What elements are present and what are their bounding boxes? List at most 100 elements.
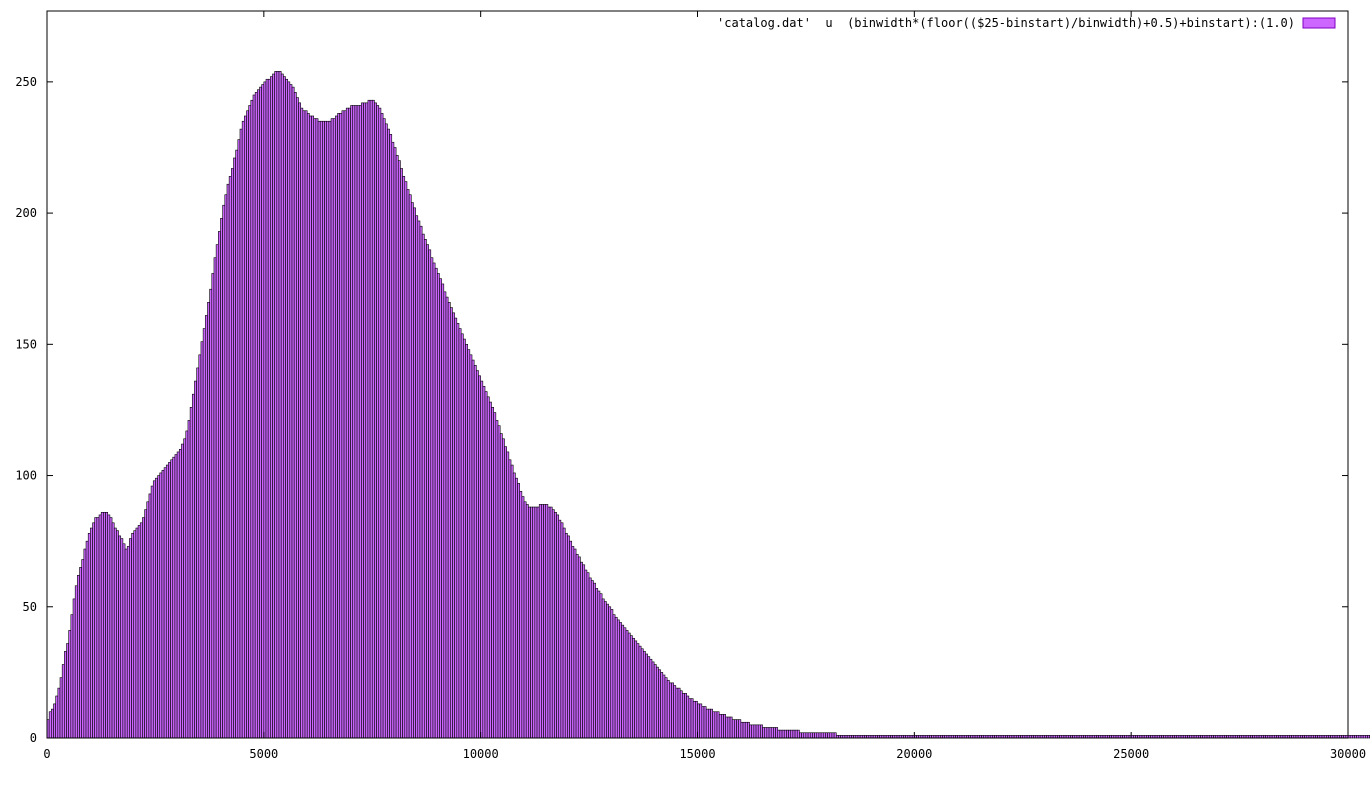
histogram-bar	[508, 459, 512, 739]
histogram-bar	[807, 732, 811, 739]
histogram-bar	[731, 719, 735, 739]
legend-label: 'catalog.dat' u (binwidth*(floor(($25-bi…	[717, 16, 1295, 30]
histogram-bar	[517, 483, 521, 739]
histogram-bar	[766, 727, 770, 739]
histogram-bar	[324, 120, 328, 739]
histogram-bar	[415, 215, 419, 739]
histogram-bar	[469, 354, 473, 739]
histogram-bar	[558, 519, 562, 739]
histogram-bar	[688, 698, 692, 739]
histogram-bar	[588, 577, 592, 739]
histogram-bar	[666, 679, 670, 739]
histogram-bar	[126, 546, 130, 739]
histogram-bar	[619, 622, 622, 739]
histogram-bar	[773, 727, 776, 739]
histogram-bar	[345, 107, 349, 739]
histogram-bar	[293, 92, 297, 739]
histogram-bar	[322, 120, 325, 739]
histogram-bar	[476, 370, 479, 739]
histogram-bar	[760, 724, 763, 739]
histogram-bar	[482, 386, 486, 739]
histogram-bar	[454, 317, 458, 739]
histogram-bar	[545, 504, 549, 739]
histogram-bar	[822, 732, 826, 739]
histogram-bar	[753, 724, 757, 739]
histogram-bar	[530, 506, 534, 739]
histogram-bar	[701, 706, 705, 739]
histogram-bar	[814, 732, 818, 739]
histogram-bar	[369, 99, 373, 739]
histogram-bar	[818, 732, 822, 739]
histogram-bar	[480, 380, 484, 739]
legend: 'catalog.dat' u (binwidth*(floor(($25-bi…	[717, 16, 1336, 30]
x-tick-label: 10000	[463, 747, 499, 761]
histogram-bar	[187, 420, 191, 739]
histogram-bar	[536, 506, 540, 739]
histogram-bar	[528, 506, 531, 739]
histogram-bar	[430, 257, 434, 739]
histogram-bar	[820, 732, 824, 739]
x-tick-label: 0	[43, 747, 50, 761]
histogram-bar	[450, 307, 453, 739]
histogram-bar	[248, 105, 252, 739]
histogram-bar	[595, 588, 599, 739]
histogram-bar	[627, 632, 631, 739]
histogram-bar	[85, 540, 89, 739]
histogram-bar	[1354, 735, 1357, 739]
histogram-bar	[569, 540, 573, 739]
histogram-bar	[1367, 735, 1370, 739]
histogram-bar	[467, 349, 471, 739]
histogram-bar	[196, 367, 200, 739]
histogram-bar	[341, 110, 345, 739]
histogram-bar	[525, 504, 529, 739]
y-axis: 0 50 100 150 200 250	[15, 75, 1348, 745]
histogram-bar	[317, 120, 321, 739]
histogram-bar	[647, 656, 651, 739]
histogram-bar	[708, 708, 711, 739]
histogram-bar	[72, 598, 76, 739]
histogram-bar	[740, 721, 744, 739]
histogram-bar	[825, 732, 828, 739]
histogram-bar	[783, 729, 787, 739]
histogram-bar	[478, 375, 481, 739]
histogram-bar	[306, 113, 310, 739]
histogram-bar	[571, 546, 575, 739]
histogram-bar	[391, 141, 395, 739]
histogram-bar	[796, 729, 800, 739]
histogram-bar	[181, 443, 184, 739]
histogram-bar	[387, 128, 390, 739]
histogram-bar	[313, 118, 317, 739]
histogram-bar	[122, 543, 126, 739]
histogram-bar	[803, 732, 807, 739]
histogram-bar	[786, 729, 789, 739]
histogram-bar	[348, 107, 351, 739]
histogram-bar	[603, 601, 607, 739]
histogram-bar	[638, 645, 642, 739]
histogram-bar	[339, 113, 343, 739]
histogram-bar	[109, 517, 113, 739]
histogram-bar	[68, 630, 72, 739]
histogram-bar	[445, 296, 449, 739]
histogram-bar	[794, 729, 798, 739]
histogram-bar	[380, 113, 384, 739]
histogram-bar	[742, 721, 746, 739]
histogram-bar	[77, 574, 80, 739]
histogram-bar	[432, 262, 436, 739]
histogram-bar	[779, 729, 783, 739]
histogram-bar	[296, 97, 299, 739]
histogram-bar	[662, 674, 666, 739]
histogram-bar	[682, 693, 685, 739]
histogram-bar	[395, 155, 399, 739]
histogram-bar	[788, 729, 792, 739]
histogram-bar	[805, 732, 809, 739]
histogram-bar	[400, 168, 403, 739]
histogram-bar	[382, 118, 386, 739]
histogram-bar	[497, 425, 501, 739]
histogram-bar	[224, 194, 228, 739]
histogram-bar	[679, 690, 683, 739]
histogram-bar	[244, 115, 247, 739]
histogram-bar	[655, 666, 659, 739]
histogram-bar	[215, 244, 219, 739]
histogram-bar	[458, 328, 462, 739]
histogram-bar	[233, 157, 236, 739]
